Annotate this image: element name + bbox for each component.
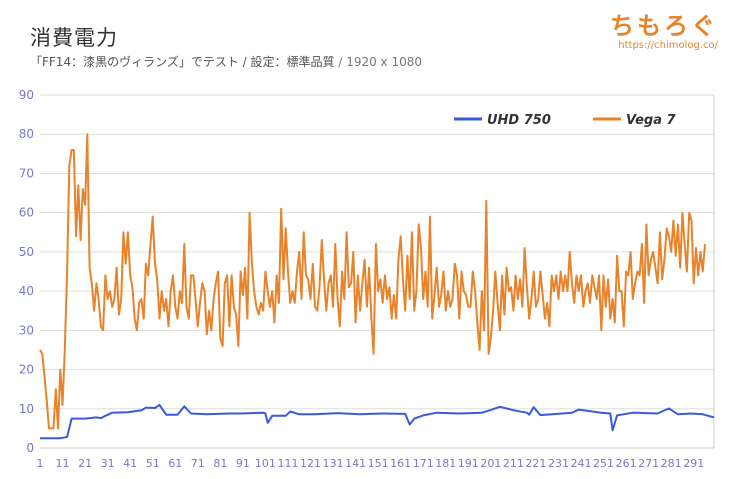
legend-label-uhd-750: UHD 750 bbox=[487, 113, 551, 128]
x-tick-label: 1 bbox=[37, 457, 44, 470]
x-tick-label: 71 bbox=[191, 457, 205, 470]
x-tick-label: 21 bbox=[78, 457, 92, 470]
y-tick-label: 80 bbox=[19, 127, 34, 141]
x-tick-label: 161 bbox=[390, 457, 411, 470]
x-tick-label: 41 bbox=[123, 457, 137, 470]
x-tick-label: 121 bbox=[300, 457, 321, 470]
x-tick-label: 131 bbox=[323, 457, 344, 470]
y-tick-label: 50 bbox=[19, 245, 34, 259]
series-layer bbox=[39, 133, 715, 440]
series-line-uhd-750 bbox=[40, 403, 715, 440]
y-tick-label: 10 bbox=[19, 402, 34, 416]
x-tick-label: 211 bbox=[503, 457, 524, 470]
subtitle-resolution: / 1920 x 1080 bbox=[338, 55, 423, 69]
x-tick-label: 231 bbox=[548, 457, 569, 470]
x-tick-label: 241 bbox=[571, 457, 592, 470]
y-tick-label: 0 bbox=[26, 441, 34, 455]
brand-url: https://chimolog.co/ bbox=[618, 40, 718, 51]
x-tick-label: 111 bbox=[277, 457, 298, 470]
x-tick-label: 141 bbox=[345, 457, 366, 470]
x-tick-label: 181 bbox=[435, 457, 456, 470]
x-tick-label: 151 bbox=[368, 457, 389, 470]
series-line-vega-7 bbox=[39, 133, 706, 430]
x-tick-label: 11 bbox=[56, 457, 70, 470]
x-tick-label: 271 bbox=[638, 457, 659, 470]
y-tick-label: 90 bbox=[19, 88, 34, 102]
y-tick-label: 70 bbox=[19, 166, 34, 180]
chart-subtitle: 「FF14：漆黒のヴィランズ」でテスト / 設定：標準品質 / 1920 x 1… bbox=[30, 53, 422, 70]
y-tick-label: 60 bbox=[19, 206, 34, 220]
y-tick-label: 40 bbox=[19, 284, 34, 298]
x-tick-label: 91 bbox=[236, 457, 250, 470]
x-tick-label: 61 bbox=[168, 457, 182, 470]
x-tick-label: 51 bbox=[146, 457, 160, 470]
legend: UHD 750 Vega 7 bbox=[454, 113, 677, 128]
x-tick-label: 31 bbox=[101, 457, 115, 470]
y-tick-label: 30 bbox=[19, 323, 34, 337]
x-tick-label: 81 bbox=[213, 457, 227, 470]
chart-title: 消費電力 bbox=[30, 26, 118, 50]
x-tick-label: 201 bbox=[480, 457, 501, 470]
x-tick-label: 171 bbox=[413, 457, 434, 470]
x-tick-label: 101 bbox=[255, 457, 276, 470]
brand-logo: ちもろぐ bbox=[610, 12, 718, 40]
subtitle-test-text: 「FF14：漆黒のヴィランズ」でテスト / 設定：標準品質 bbox=[30, 55, 335, 69]
legend-label-vega-7: Vega 7 bbox=[626, 113, 677, 128]
y-tick-label: 20 bbox=[19, 363, 34, 377]
x-tick-label: 281 bbox=[661, 457, 682, 470]
x-tick-label: 261 bbox=[616, 457, 637, 470]
brand-logo-block: ちもろぐ https://chimolog.co/ bbox=[610, 6, 718, 51]
x-tick-label: 221 bbox=[525, 457, 546, 470]
x-tick-label: 251 bbox=[593, 457, 614, 470]
x-tick-label: 191 bbox=[458, 457, 479, 470]
x-tick-label: 291 bbox=[683, 457, 704, 470]
